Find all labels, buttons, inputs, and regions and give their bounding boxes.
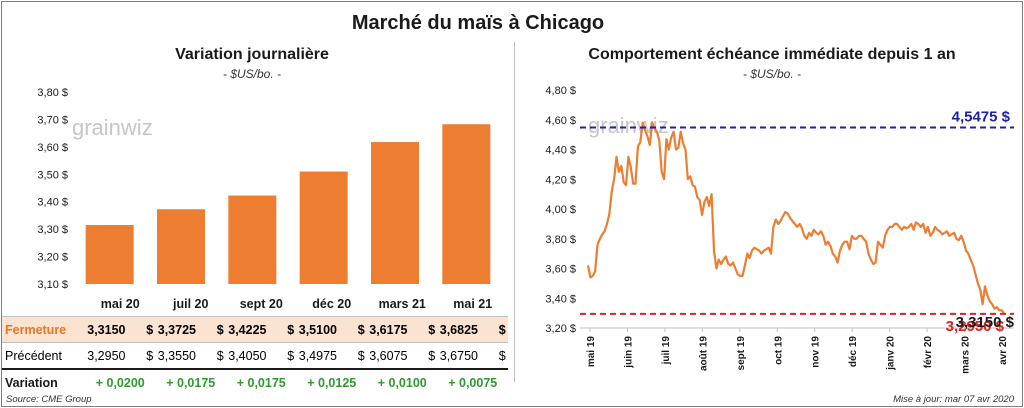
bar	[442, 124, 491, 284]
table-cell: 3,3150	[87, 322, 126, 337]
currency-label: $	[428, 322, 436, 337]
price-series-line	[586, 121, 1005, 314]
currency-label: $	[287, 322, 295, 337]
table-cell: + 0,0175	[166, 375, 216, 390]
x-tick-label: févr 20	[923, 336, 934, 369]
y-tick-label: 3,70 $	[37, 114, 68, 126]
y-tick-label: 3,60 $	[37, 142, 68, 154]
y-tick-label: 3,50 $	[37, 169, 68, 181]
table-row-variation: Variation + 0,0200 + 0,0175 + 0,0175 + 0…	[2, 369, 508, 395]
table-header-cell: mai 21	[453, 297, 493, 311]
row-label: Précédent	[2, 342, 85, 370]
table-cell: 3,3550	[157, 348, 196, 363]
table-header-cell: mars 21	[378, 297, 426, 311]
table-cell: 3,6825	[439, 322, 478, 337]
table-cell: 3,6750	[439, 348, 478, 363]
y-tick-label: 3,20 $	[37, 252, 68, 264]
y-tick-label: 3,30 $	[37, 224, 68, 236]
table-cell: 3,6075	[369, 348, 408, 363]
bar	[85, 225, 134, 284]
y-tick-label: 3,40 $	[37, 197, 68, 209]
currency-label: $	[498, 322, 506, 337]
x-tick-label: août 19	[698, 336, 709, 371]
table-header-cell: mai 20	[100, 297, 140, 311]
watermark-logo: grainwiz	[588, 113, 669, 138]
table-header-cell: déc 20	[312, 297, 352, 311]
table-cell: + 0,0175	[236, 375, 286, 390]
bar-chart: 3,10 $ 3,20 $ 3,30 $ 3,40 $ 3,50 $ 3,60 $ 3,70…	[37, 87, 491, 291]
y-tick-label: 4,60 $	[545, 115, 576, 127]
high-value-label: 4,5475 $	[952, 109, 1011, 126]
x-tick-label: avr 20	[998, 336, 1009, 365]
x-tick-label: mai 19	[586, 336, 597, 368]
currency-label: $	[357, 322, 365, 337]
bar	[299, 171, 348, 284]
table-header-cell: sept 20	[239, 297, 283, 311]
update-note: Mise à jour: mar 07 avr 2020	[893, 394, 1014, 405]
line-chart-unit: - $US/bo. -	[742, 67, 802, 81]
y-tick-label: 3,80 $	[545, 234, 576, 246]
x-tick-label: déc 19	[848, 336, 859, 368]
table-cell: 3,4050	[228, 348, 267, 363]
watermark-logo: grainwiz	[72, 115, 153, 140]
currency-label: $	[146, 348, 154, 363]
bar-chart-title: Variation journalière	[175, 46, 329, 63]
x-tick-label: oct 19	[773, 336, 784, 365]
table-cell: 3,5100	[298, 322, 337, 337]
bar	[228, 195, 277, 284]
table-cell: + 0,0200	[95, 375, 145, 390]
bar-chart-unit: - $US/bo. -	[222, 67, 282, 81]
current-value-label: 3,3150 $	[956, 314, 1015, 331]
y-tick-label: 3,80 $	[37, 87, 68, 99]
y-tick-label: 4,20 $	[545, 174, 576, 186]
table-cell: 3,4225	[228, 322, 267, 337]
table-header-row: mai 20 juil 20 sept 20 déc 20 mars 21 ma…	[2, 292, 508, 317]
x-tick-label: sept 19	[736, 336, 747, 371]
table-cell: + 0,0125	[307, 375, 357, 390]
row-label: Fermeture	[2, 316, 85, 343]
line-chart-title: Comportement échéance immédiate depuis 1…	[588, 46, 956, 63]
x-tick-label: mars 20	[961, 336, 972, 374]
y-tick-label: 3,20 $	[545, 323, 576, 335]
x-tick-label: nov 19	[811, 336, 822, 368]
bar	[371, 142, 419, 284]
currency-label: $	[146, 322, 154, 337]
price-table: mai 20 juil 20 sept 20 déc 20 mars 21 ma…	[2, 292, 508, 395]
currency-label: $	[216, 322, 224, 337]
x-tick-label: janv 20	[886, 336, 897, 371]
table-cell: + 0,0100	[377, 375, 427, 390]
y-tick-label: 3,40 $	[545, 293, 576, 305]
currency-label: $	[498, 348, 506, 363]
table-cell: 3,4975	[298, 348, 337, 363]
panel-divider	[514, 42, 515, 382]
currency-label: $	[428, 348, 436, 363]
currency-label: $	[216, 348, 224, 363]
currency-label: $	[357, 348, 365, 363]
y-tick-label: 4,00 $	[545, 204, 576, 216]
source-note: Source: CME Group	[6, 394, 92, 405]
row-label: Variation	[5, 375, 58, 390]
currency-label: $	[287, 348, 295, 363]
y-tick-label: 3,60 $	[545, 264, 576, 276]
page-title: Marché du maïs à Chicago	[351, 12, 605, 34]
y-tick-label: 3,10 $	[37, 279, 68, 291]
x-tick-label: juin 19	[623, 336, 634, 369]
bar	[157, 209, 205, 284]
table-cell: 3,3725	[157, 322, 196, 337]
table-header-cell: juil 20	[173, 297, 209, 311]
y-tick-label: 4,40 $	[545, 145, 576, 157]
current-value-label-under: 3,2950 $	[946, 318, 1005, 335]
table-cell: + 0,0075	[448, 375, 498, 390]
table-cell: 3,2950	[87, 348, 126, 363]
x-tick-label: juil 19	[661, 336, 672, 366]
table-cell: 3,6175	[369, 322, 408, 337]
table-row-fermeture: Fermeture 3,3150 $ 3,3725 $ 3,4225 $ 3,5100…	[2, 316, 508, 343]
table-row-precedent: Précédent 3,2950 $ 3,3550 $ 3,4050 $ 3,4975…	[2, 342, 508, 370]
y-tick-label: 4,80 $	[545, 85, 576, 97]
